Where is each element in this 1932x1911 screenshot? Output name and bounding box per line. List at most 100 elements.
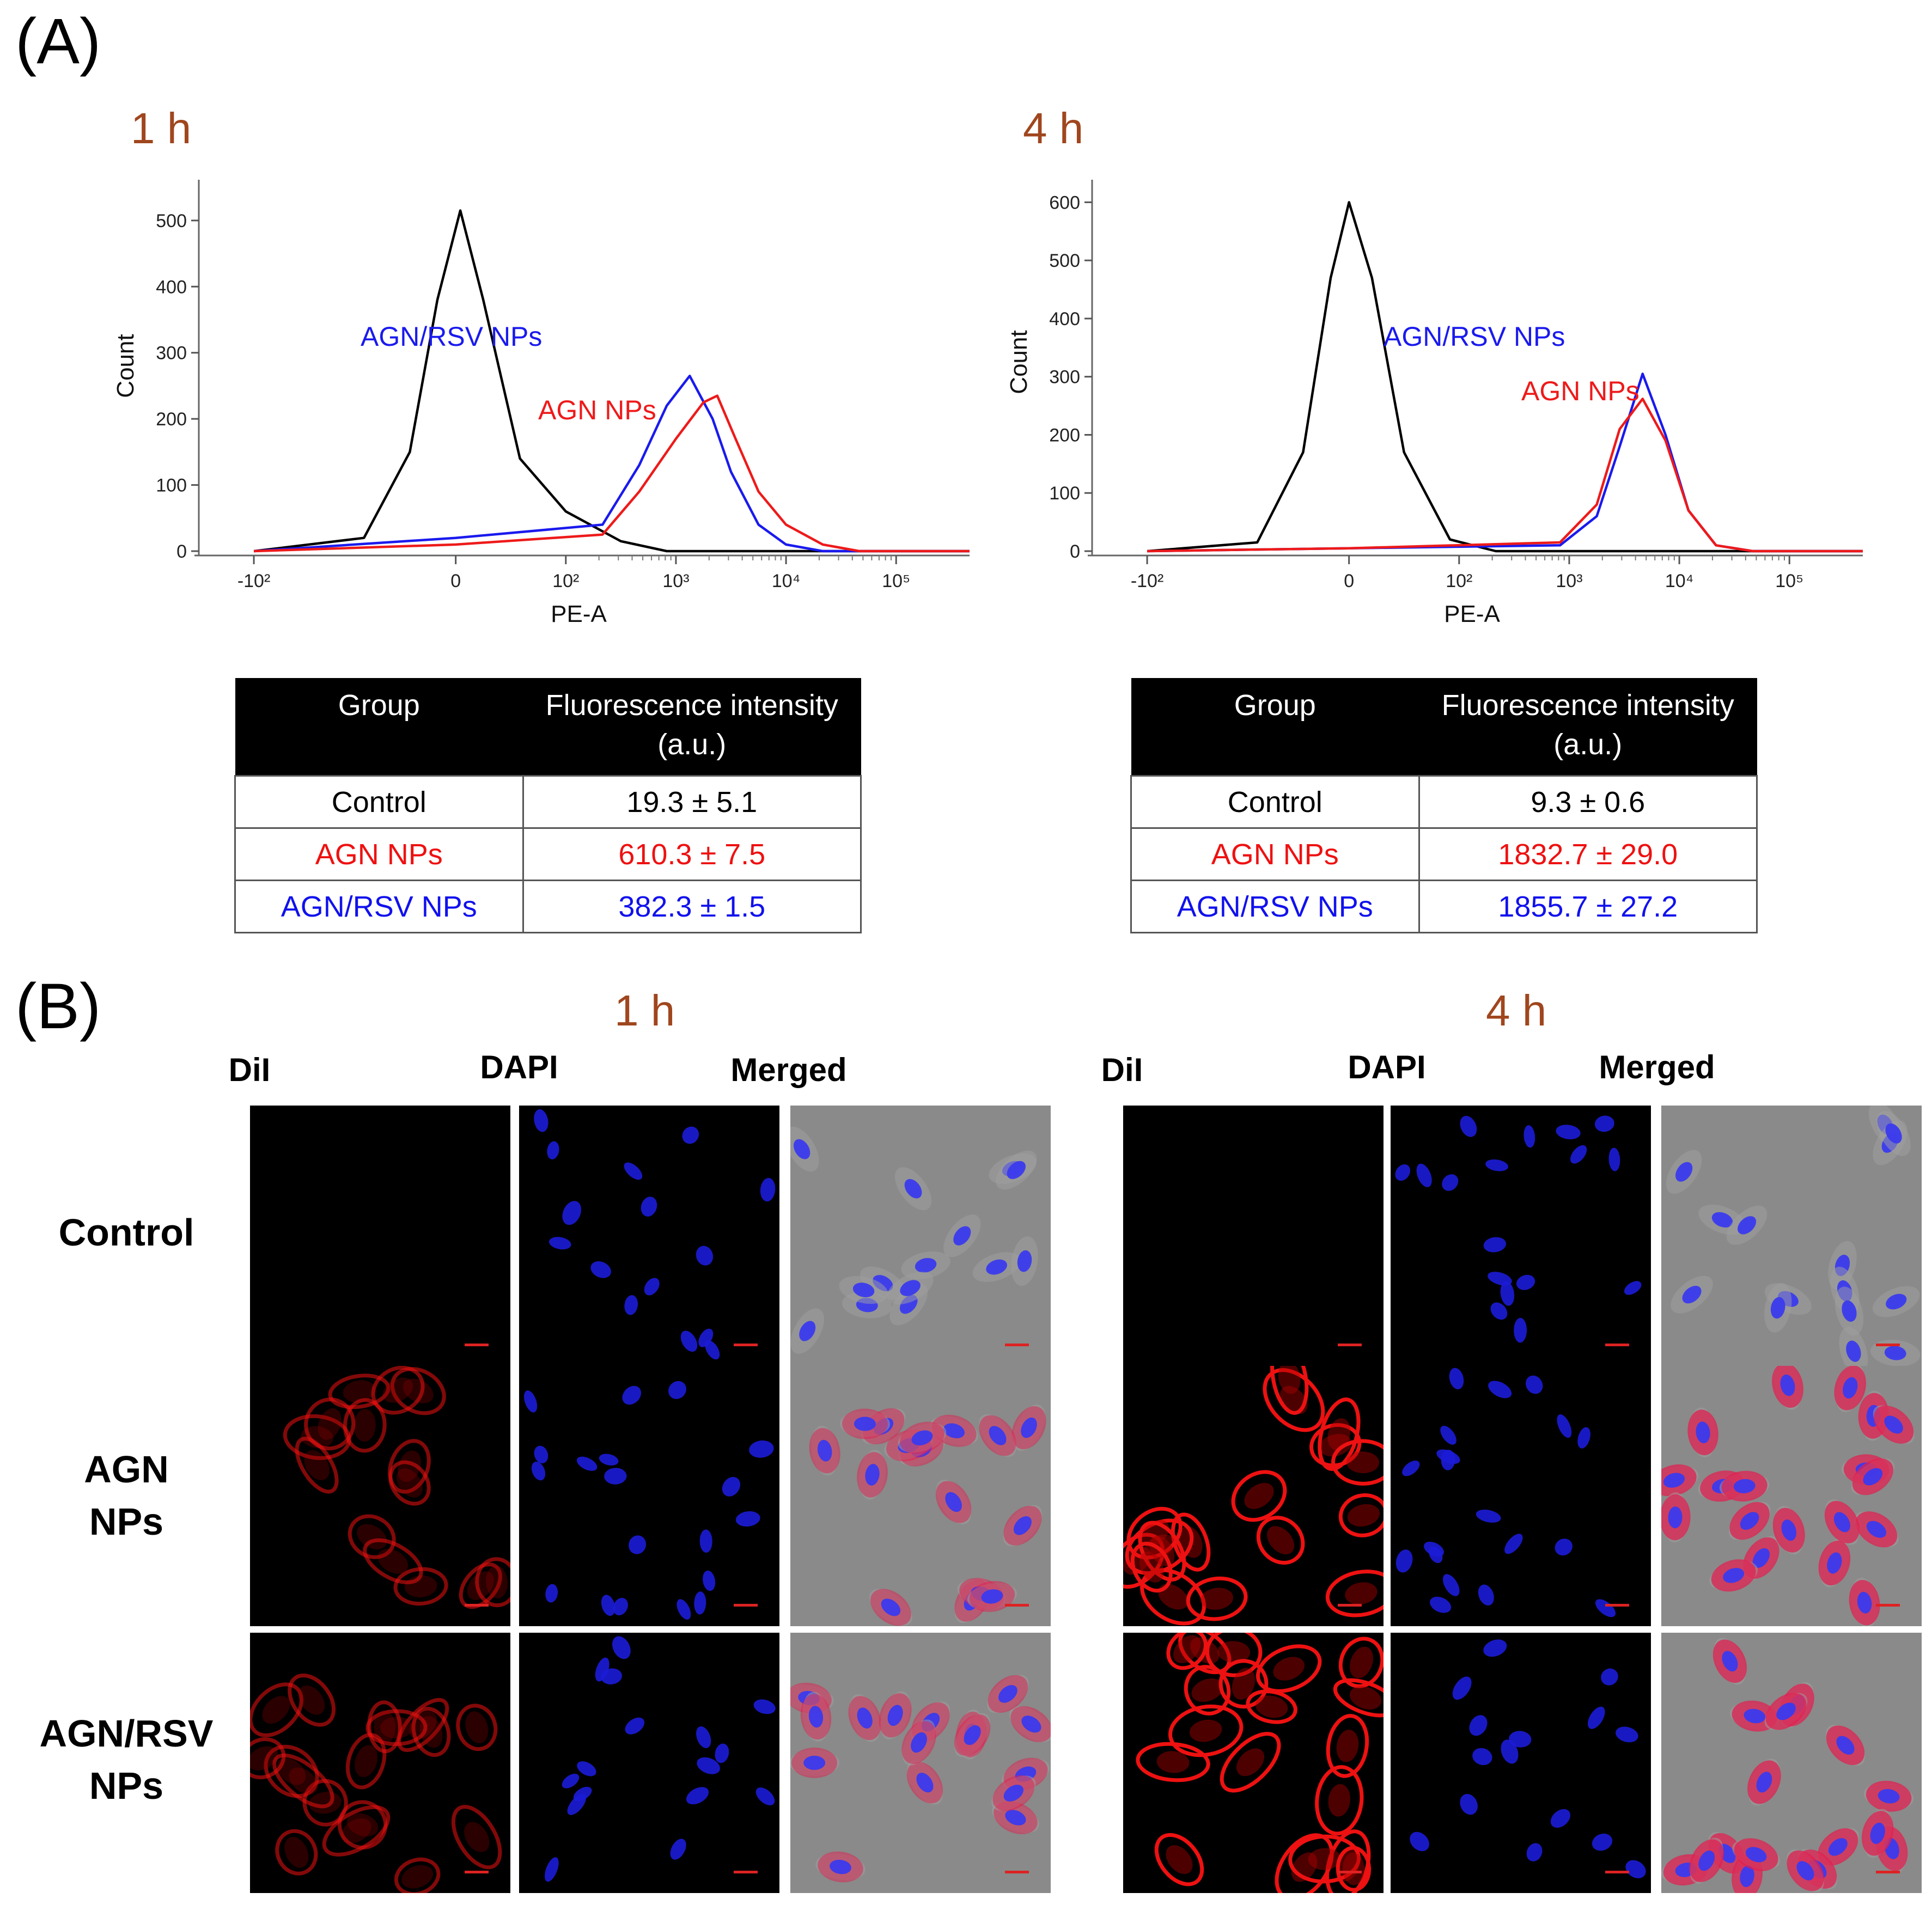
nucleus-dapi xyxy=(613,1597,628,1616)
cell-dii-fill xyxy=(1342,1852,1364,1885)
micrograph-dapi-1h-row2 xyxy=(519,1366,779,1626)
y-axis-label: Count xyxy=(1005,330,1032,394)
cell-dii-fill xyxy=(380,1717,413,1739)
table-cell-value: 1832.7 ± 29.0 xyxy=(1418,827,1758,881)
micrograph-canvas xyxy=(1661,1366,1922,1626)
nucleus-merged xyxy=(865,1464,880,1486)
micrograph-dapi-4h-row1 xyxy=(1391,1106,1651,1366)
nucleus-merged xyxy=(1780,1374,1795,1396)
cell-dii-fill xyxy=(355,1745,378,1778)
nucleus-dapi xyxy=(1557,1414,1572,1438)
nucleus-merged xyxy=(911,1732,927,1753)
nucleus-dapi xyxy=(1416,1163,1432,1187)
cell-dii xyxy=(475,1557,510,1608)
cell-dii xyxy=(1220,1732,1281,1793)
micrograph-background xyxy=(519,1366,779,1626)
table-cell-group: Control xyxy=(234,775,524,829)
cell-dii xyxy=(363,1538,423,1584)
table-cell-value: 19.3 ± 5.1 xyxy=(522,775,862,829)
nucleus-dapi xyxy=(545,1584,558,1603)
y-tick-label: 100 xyxy=(1049,483,1080,504)
nucleus-merged xyxy=(911,1430,933,1446)
nucleus-merged xyxy=(887,1705,903,1726)
x-tick-label: 10³ xyxy=(1556,571,1582,591)
nucleus-dapi xyxy=(567,1794,586,1815)
cell-dii-fill xyxy=(341,1818,371,1843)
row-title-control: Control xyxy=(12,1206,241,1259)
series-label-agn: AGN NPs xyxy=(538,395,656,425)
cell-dii-fill xyxy=(1328,1784,1350,1817)
cell-dii-fill xyxy=(467,1571,494,1600)
nucleus-merged xyxy=(1745,1847,1767,1863)
cell-dii xyxy=(1166,1633,1208,1670)
y-tick-label: 300 xyxy=(1049,367,1080,388)
nucleus-merged xyxy=(1866,1521,1887,1538)
nucleus-dapi xyxy=(601,1668,622,1684)
nucleus-merged xyxy=(1021,1417,1037,1438)
cell-dii xyxy=(411,1707,451,1757)
nucleus-merged xyxy=(1843,1377,1858,1399)
nucleus-dapi xyxy=(1429,1546,1443,1564)
nucleus-dapi xyxy=(705,1340,720,1360)
cell-dii xyxy=(1205,1633,1263,1677)
x-tick-label: 10² xyxy=(552,571,579,591)
micrograph-background xyxy=(1123,1106,1384,1366)
table-cell-value: 9.3 ± 0.6 xyxy=(1418,775,1758,829)
scale-bar xyxy=(734,1344,758,1346)
row-title-agn: AGN NPs xyxy=(12,1443,241,1548)
nucleus-dapi xyxy=(1555,1538,1573,1556)
micrograph-merged-1h-row3 xyxy=(790,1633,1051,1893)
nucleus-dapi xyxy=(1460,1793,1478,1815)
panel-a-label: (A) xyxy=(15,5,101,77)
nucleus-dapi xyxy=(670,1839,686,1860)
col-title-dapi-4h: DAPI xyxy=(1348,1049,1426,1085)
nucleus-dapi xyxy=(1478,1584,1494,1606)
cell-dii xyxy=(1338,1637,1384,1688)
nucleus-dapi xyxy=(1483,1237,1507,1253)
table-header-group: Group xyxy=(235,678,523,776)
x-axis-label: PE-A xyxy=(551,601,607,627)
nucleus-merged xyxy=(1698,1850,1715,1871)
table-row: AGN NPs 1832.7 ± 29.0 xyxy=(1130,827,1758,881)
cell-dii-fill xyxy=(289,1767,318,1794)
row-title-line1: AGN xyxy=(84,1448,169,1491)
nucleus-dapi xyxy=(562,1773,580,1788)
nucleus-dapi xyxy=(1608,1147,1620,1171)
nucleus-dapi xyxy=(1488,1381,1512,1399)
nucleus-merged xyxy=(1886,1293,1907,1310)
cell-dii xyxy=(337,1800,388,1849)
cell-dii xyxy=(1130,1542,1173,1593)
cell-dii-fill xyxy=(284,1836,309,1868)
table-cell-group: AGN/RSV NPs xyxy=(234,880,524,933)
micrograph-canvas xyxy=(519,1366,779,1626)
micrograph-dii-4h-row3 xyxy=(1123,1633,1384,1893)
nucleus-dapi xyxy=(1395,1549,1413,1573)
nucleus-merged xyxy=(916,1773,934,1793)
nucleus-merged xyxy=(1752,1548,1770,1568)
micrograph-background xyxy=(790,1106,1051,1366)
nucleus-merged xyxy=(1756,1772,1772,1793)
micrograph-background xyxy=(519,1633,779,1893)
scale-bar xyxy=(465,1344,489,1346)
cell-dii-fill xyxy=(1191,1678,1223,1702)
nucleus-dapi xyxy=(668,1381,686,1399)
nucleus-dapi xyxy=(1587,1706,1605,1729)
cell-dii-fill xyxy=(354,1409,376,1442)
cell-dii xyxy=(1325,1570,1384,1617)
nucleus-dapi xyxy=(1625,1860,1646,1878)
cell-dii xyxy=(1186,1576,1248,1621)
scale-bar xyxy=(1876,1604,1900,1607)
micrograph-canvas xyxy=(1391,1366,1651,1626)
cell-dii xyxy=(1326,1714,1369,1778)
nucleus-dapi xyxy=(629,1535,647,1554)
cell-dii-fill xyxy=(304,1450,330,1480)
nucleus-merged xyxy=(1711,1212,1733,1228)
table-cell-value: 1855.7 ± 27.2 xyxy=(1418,880,1758,933)
scale-bar xyxy=(1005,1344,1029,1346)
x-tick-label: 10⁵ xyxy=(882,571,910,591)
micrograph-canvas xyxy=(1123,1366,1384,1626)
x-tick-label: 10³ xyxy=(662,571,689,591)
cell-dii-fill xyxy=(1273,1657,1305,1681)
y-tick-label: 100 xyxy=(156,475,187,496)
nucleus-dapi xyxy=(696,1245,714,1266)
